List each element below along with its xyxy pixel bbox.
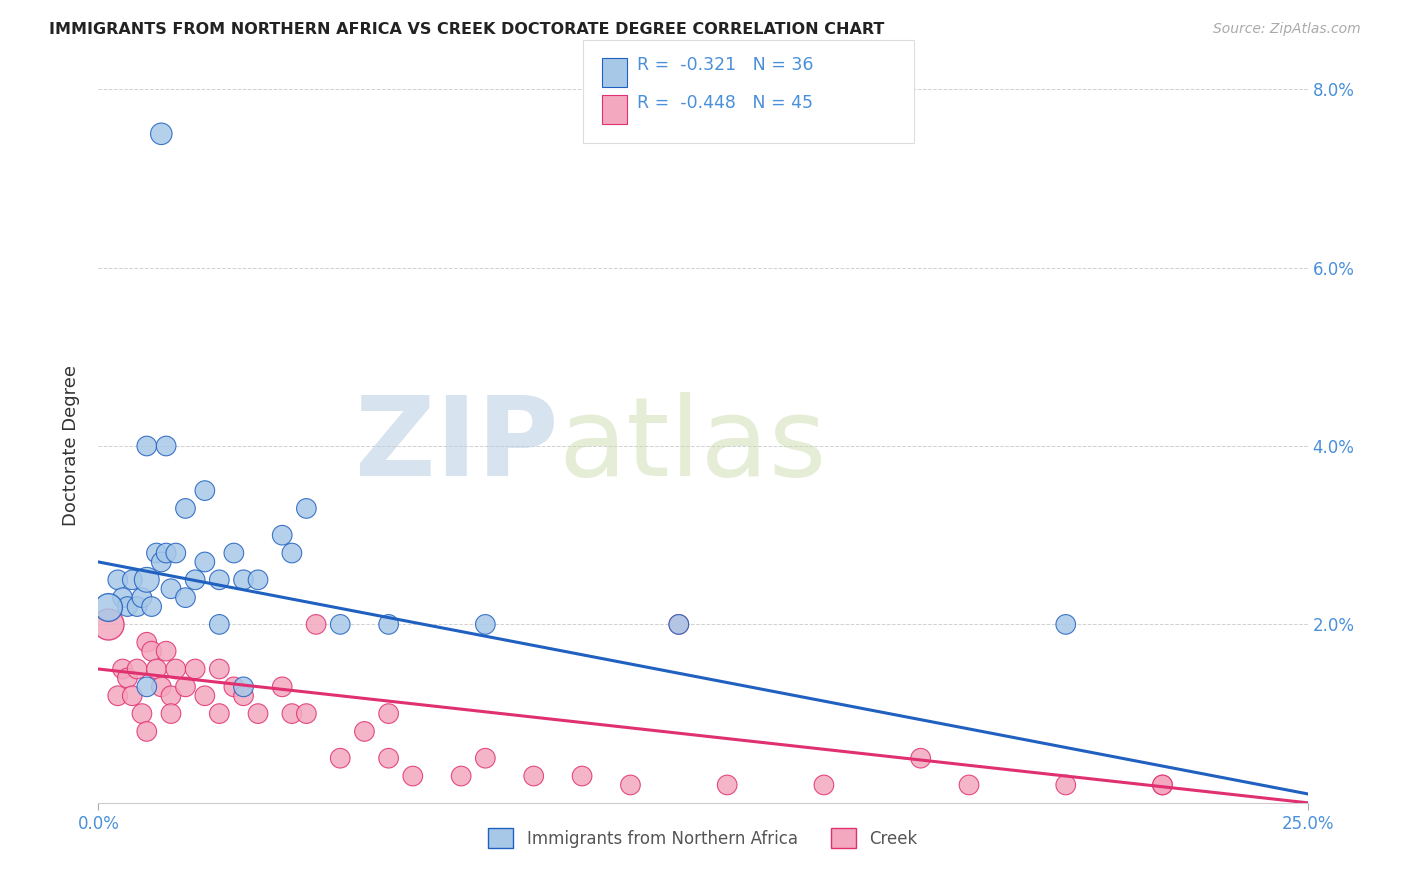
- Point: [145, 662, 167, 676]
- Point: [208, 617, 231, 632]
- Point: [131, 706, 153, 721]
- Point: [165, 546, 187, 560]
- Point: [523, 769, 546, 783]
- Point: [97, 617, 120, 632]
- Point: [160, 706, 183, 721]
- Point: [208, 573, 231, 587]
- Point: [194, 555, 217, 569]
- Point: [155, 439, 177, 453]
- Point: [305, 617, 328, 632]
- Point: [377, 751, 399, 765]
- Point: [131, 591, 153, 605]
- Point: [155, 546, 177, 560]
- Point: [127, 599, 149, 614]
- Point: [910, 751, 932, 765]
- Point: [295, 501, 318, 516]
- Text: Source: ZipAtlas.com: Source: ZipAtlas.com: [1213, 22, 1361, 37]
- Point: [474, 617, 496, 632]
- Point: [184, 662, 207, 676]
- Point: [1054, 617, 1077, 632]
- Point: [174, 501, 197, 516]
- Point: [329, 751, 352, 765]
- Point: [474, 751, 496, 765]
- Point: [1054, 778, 1077, 792]
- Point: [271, 680, 294, 694]
- Point: [117, 671, 139, 685]
- Point: [271, 528, 294, 542]
- Point: [141, 599, 163, 614]
- Point: [813, 778, 835, 792]
- Point: [107, 689, 129, 703]
- Point: [121, 689, 143, 703]
- Point: [97, 599, 120, 614]
- Text: R =  -0.321   N = 36: R = -0.321 N = 36: [637, 56, 814, 74]
- Point: [353, 724, 375, 739]
- Point: [450, 769, 472, 783]
- Point: [107, 573, 129, 587]
- Text: ZIP: ZIP: [354, 392, 558, 500]
- Point: [377, 617, 399, 632]
- Point: [174, 591, 197, 605]
- Point: [141, 644, 163, 658]
- Point: [127, 662, 149, 676]
- Point: [135, 439, 157, 453]
- Point: [716, 778, 738, 792]
- Point: [377, 706, 399, 721]
- Point: [295, 706, 318, 721]
- Legend: Immigrants from Northern Africa, Creek: Immigrants from Northern Africa, Creek: [482, 822, 924, 855]
- Point: [184, 573, 207, 587]
- Point: [194, 689, 217, 703]
- Point: [160, 582, 183, 596]
- Point: [121, 573, 143, 587]
- Point: [247, 706, 270, 721]
- Point: [1152, 778, 1174, 792]
- Point: [571, 769, 593, 783]
- Point: [135, 635, 157, 649]
- Point: [155, 644, 177, 658]
- Point: [111, 591, 134, 605]
- Point: [135, 680, 157, 694]
- Point: [222, 680, 245, 694]
- Text: atlas: atlas: [558, 392, 827, 500]
- Text: IMMIGRANTS FROM NORTHERN AFRICA VS CREEK DOCTORATE DEGREE CORRELATION CHART: IMMIGRANTS FROM NORTHERN AFRICA VS CREEK…: [49, 22, 884, 37]
- Point: [281, 546, 304, 560]
- Point: [145, 546, 167, 560]
- Point: [135, 573, 157, 587]
- Point: [150, 555, 173, 569]
- Point: [174, 680, 197, 694]
- Y-axis label: Doctorate Degree: Doctorate Degree: [62, 366, 80, 526]
- Point: [619, 778, 641, 792]
- Point: [135, 724, 157, 739]
- Point: [160, 689, 183, 703]
- Point: [957, 778, 980, 792]
- Point: [232, 689, 254, 703]
- Text: R =  -0.448   N = 45: R = -0.448 N = 45: [637, 94, 813, 112]
- Point: [232, 573, 254, 587]
- Point: [150, 680, 173, 694]
- Point: [111, 662, 134, 676]
- Point: [165, 662, 187, 676]
- Point: [668, 617, 690, 632]
- Point: [194, 483, 217, 498]
- Point: [247, 573, 270, 587]
- Point: [329, 617, 352, 632]
- Point: [402, 769, 425, 783]
- Point: [150, 127, 173, 141]
- Point: [281, 706, 304, 721]
- Point: [117, 599, 139, 614]
- Point: [1152, 778, 1174, 792]
- Point: [668, 617, 690, 632]
- Point: [222, 546, 245, 560]
- Point: [208, 662, 231, 676]
- Point: [232, 680, 254, 694]
- Point: [208, 706, 231, 721]
